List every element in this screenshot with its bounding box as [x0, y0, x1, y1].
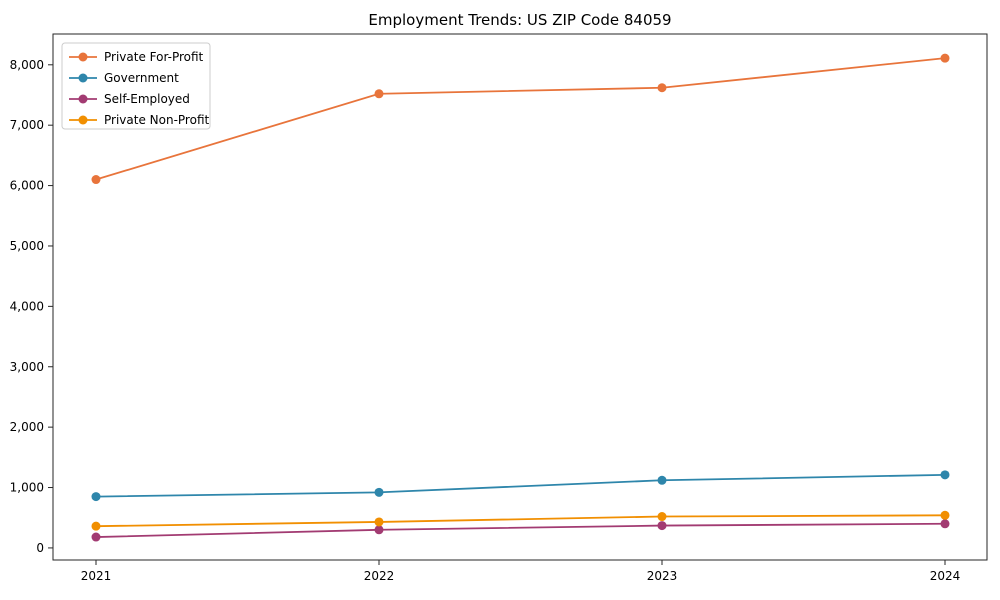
- legend-item-private-non-profit: Private Non-Profit: [69, 113, 210, 127]
- data-point-private-for-profit-2024: [940, 53, 950, 63]
- y-axis-tick-label: 0: [36, 541, 44, 555]
- data-point-self-employed-2021: [91, 532, 101, 542]
- legend-marker-icon: [78, 115, 88, 125]
- legend-label: Private For-Profit: [104, 50, 204, 64]
- data-point-government-2024: [940, 470, 950, 480]
- data-point-private-non-profit-2024: [940, 510, 950, 520]
- x-axis-tick-label: 2022: [364, 569, 395, 583]
- chart-title: Employment Trends: US ZIP Code 84059: [368, 11, 671, 29]
- y-axis-tick-label: 1,000: [10, 481, 44, 495]
- x-axis-tick-label: 2021: [81, 569, 112, 583]
- data-point-private-for-profit-2022: [374, 89, 384, 99]
- data-point-private-for-profit-2021: [91, 175, 101, 185]
- y-axis-tick-label: 6,000: [10, 179, 44, 193]
- axes-spines: [52, 33, 988, 561]
- data-point-government-2022: [374, 487, 384, 497]
- y-axis-tick-label: 8,000: [10, 58, 44, 72]
- data-point-self-employed-2022: [374, 525, 384, 535]
- series-line-government: [95, 473, 946, 498]
- legend-label: Private Non-Profit: [104, 113, 210, 127]
- data-point-private-for-profit-2023: [657, 83, 667, 93]
- data-point-private-non-profit-2022: [374, 517, 384, 527]
- series-line-self-employed: [95, 522, 946, 538]
- data-point-self-employed-2023: [657, 521, 667, 531]
- legend: Private For-Profit Government Self-Employe…: [61, 42, 211, 130]
- legend-marker-icon: [78, 52, 88, 62]
- plot-area: 0 1,000 2,000 3,000 4,000 5,000 6,000 7,000 8,00…: [10, 33, 988, 583]
- data-point-self-employed-2024: [940, 519, 950, 529]
- data-point-private-non-profit-2023: [657, 512, 667, 522]
- legend-marker-icon: [78, 73, 88, 83]
- y-axis-tick-label: 4,000: [10, 299, 44, 313]
- legend-label: Self-Employed: [104, 92, 190, 106]
- series-line-private-non-profit: [95, 514, 946, 528]
- data-point-government-2023: [657, 475, 667, 485]
- y-axis-tick-label: 2,000: [10, 420, 44, 434]
- legend-box: [61, 42, 211, 130]
- y-axis-tick-label: 7,000: [10, 118, 44, 132]
- x-axis-tick-label: 2023: [647, 569, 678, 583]
- legend-label: Government: [104, 71, 179, 85]
- legend-marker-icon: [78, 94, 88, 104]
- x-axis-tick-label: 2024: [930, 569, 961, 583]
- y-axis-tick-label: 5,000: [10, 239, 44, 253]
- legend-item-self-employed: Self-Employed: [69, 92, 190, 106]
- y-axis-tick-label: 3,000: [10, 360, 44, 374]
- series-line-private-for-profit: [95, 57, 946, 181]
- legend-item-private-for-profit: Private For-Profit: [69, 50, 204, 64]
- data-point-private-non-profit-2021: [91, 521, 101, 531]
- legend-item-government: Government: [69, 71, 179, 85]
- data-point-government-2021: [91, 492, 101, 502]
